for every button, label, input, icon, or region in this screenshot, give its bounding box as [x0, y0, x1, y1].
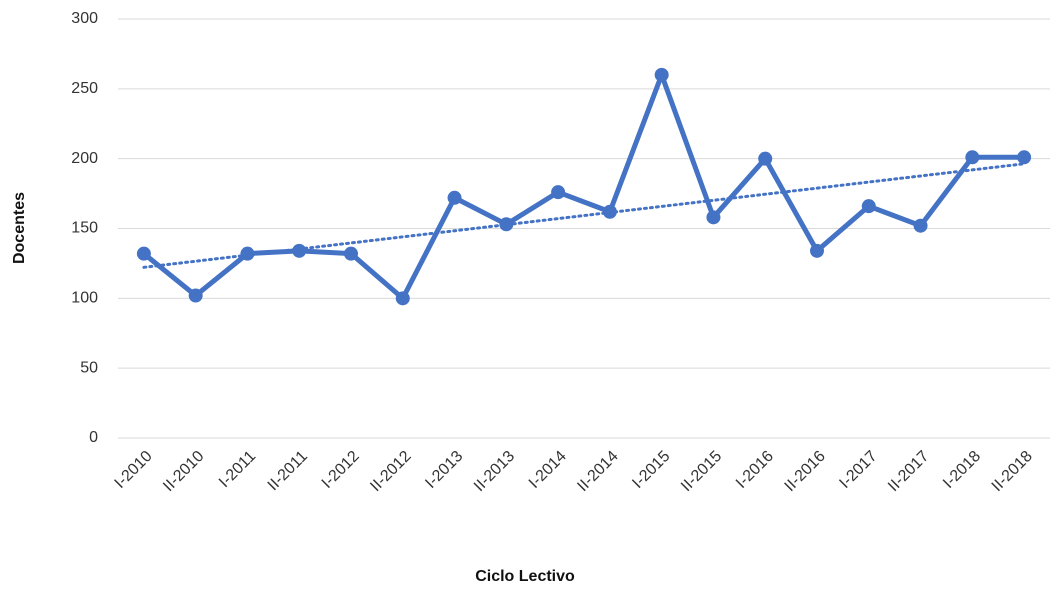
x-tick-label: II-2011 — [265, 448, 311, 494]
data-point — [136, 246, 151, 261]
data-point — [654, 67, 669, 82]
x-tick-label: II-2016 — [782, 448, 829, 495]
data-point — [395, 291, 410, 306]
data-point — [240, 246, 255, 261]
x-tick-label: II-2014 — [574, 448, 621, 495]
x-tick-label: I-2013 — [422, 448, 466, 492]
y-tick-label: 100 — [71, 290, 98, 307]
data-point — [913, 218, 928, 233]
y-tick-label: 150 — [71, 220, 98, 237]
x-tick-label: I-2016 — [733, 448, 777, 492]
data-point — [810, 243, 824, 258]
x-tick-label: I-2012 — [319, 448, 363, 492]
x-tick-label: I-2010 — [112, 448, 156, 492]
line-series — [142, 72, 1025, 301]
y-axis-title: Docentes — [11, 192, 28, 264]
x-axis-title: Ciclo Lectivo — [475, 568, 575, 585]
x-tick-label: II-2013 — [471, 448, 518, 495]
data-point — [965, 150, 980, 165]
data-point — [551, 185, 566, 200]
x-tick-label: I-2018 — [940, 448, 984, 492]
x-tick-label: II-2018 — [989, 448, 1036, 495]
data-point — [861, 199, 876, 214]
y-tick-label: 50 — [80, 359, 98, 376]
x-tick-label: II-2017 — [885, 448, 932, 495]
x-tick-label: II-2015 — [678, 448, 725, 495]
data-point — [344, 246, 358, 261]
data-point — [758, 151, 773, 166]
y-tick-label: 300 — [71, 10, 98, 27]
x-tick-label: I-2015 — [629, 448, 673, 492]
x-tick-label: I-2011 — [216, 448, 259, 491]
data-point — [447, 190, 462, 205]
data-point — [1017, 150, 1032, 165]
data-point — [602, 204, 617, 219]
y-tick-label: 0 — [89, 429, 98, 446]
data-point — [706, 210, 721, 225]
x-tick-label: I-2014 — [526, 448, 570, 492]
x-tick-label: II-2010 — [160, 448, 207, 495]
data-point — [188, 288, 203, 303]
y-tick-label: 250 — [71, 80, 98, 97]
data-point — [292, 243, 307, 258]
x-tick-label: II-2012 — [367, 448, 414, 495]
x-tick-label: I-2017 — [836, 448, 880, 492]
y-tick-label: 200 — [71, 150, 98, 167]
data-point — [499, 217, 514, 232]
trendline — [142, 162, 1026, 269]
